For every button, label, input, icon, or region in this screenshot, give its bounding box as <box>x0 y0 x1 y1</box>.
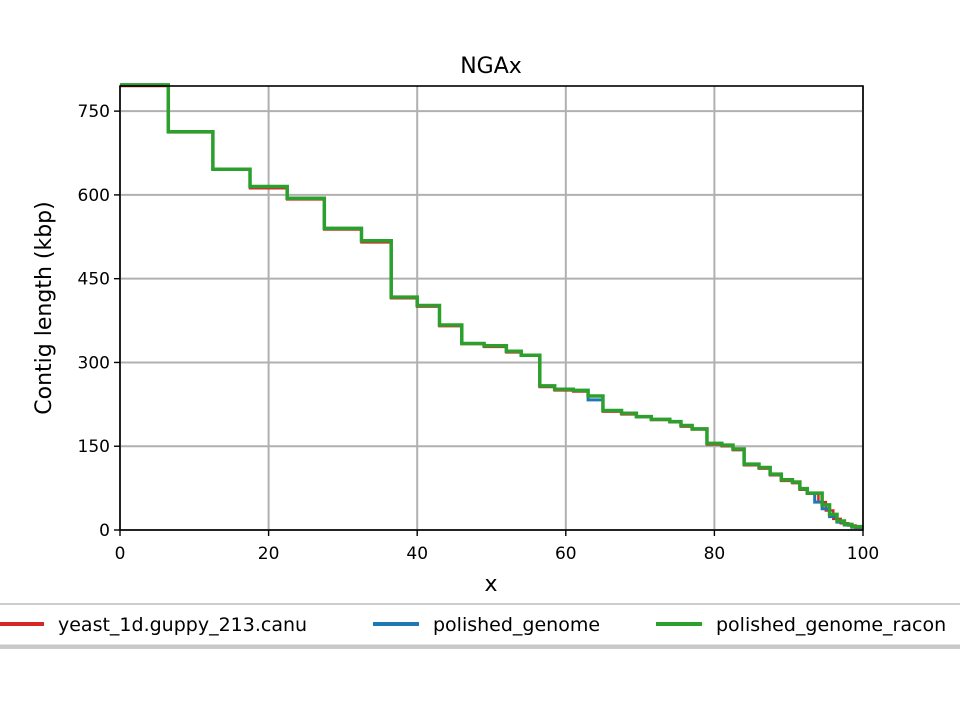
y-tick-label: 150 <box>78 437 110 457</box>
series-line-3 <box>120 83 863 529</box>
series-lines <box>120 83 863 530</box>
y-ticks: 0 150 300 450 600 750 <box>78 102 120 541</box>
plot-frame <box>119 85 864 531</box>
y-axis-label: Contig length (kbp) <box>32 201 57 414</box>
series-line-1 <box>120 84 863 530</box>
y-tick-label: 0 <box>99 521 110 541</box>
x-tick-label: 0 <box>115 544 126 564</box>
x-ticks: 0 20 40 60 80 100 <box>115 530 879 564</box>
y-tick-label: 450 <box>78 270 110 290</box>
x-axis-label: x <box>484 572 497 597</box>
x-tick-label: 60 <box>555 544 577 564</box>
legend-frame <box>0 603 960 649</box>
x-tick-label: 40 <box>406 544 428 564</box>
legend-label: yeast_1d.guppy_213.canu <box>58 614 307 636</box>
y-tick-label: 300 <box>78 353 110 373</box>
y-tick-label: 600 <box>78 186 110 206</box>
series-line-2 <box>120 83 863 529</box>
x-tick-label: 80 <box>704 544 726 564</box>
legend-label: polished_genome <box>433 614 600 636</box>
legend: yeast_1d.guppy_213.canu polished_genome po… <box>0 603 960 649</box>
chart-title: NGAx <box>460 54 522 79</box>
y-tick-label: 750 <box>78 102 110 122</box>
legend-label: polished_genome_racon <box>716 614 946 636</box>
x-tick-label: 100 <box>847 544 879 564</box>
x-tick-label: 20 <box>258 544 280 564</box>
